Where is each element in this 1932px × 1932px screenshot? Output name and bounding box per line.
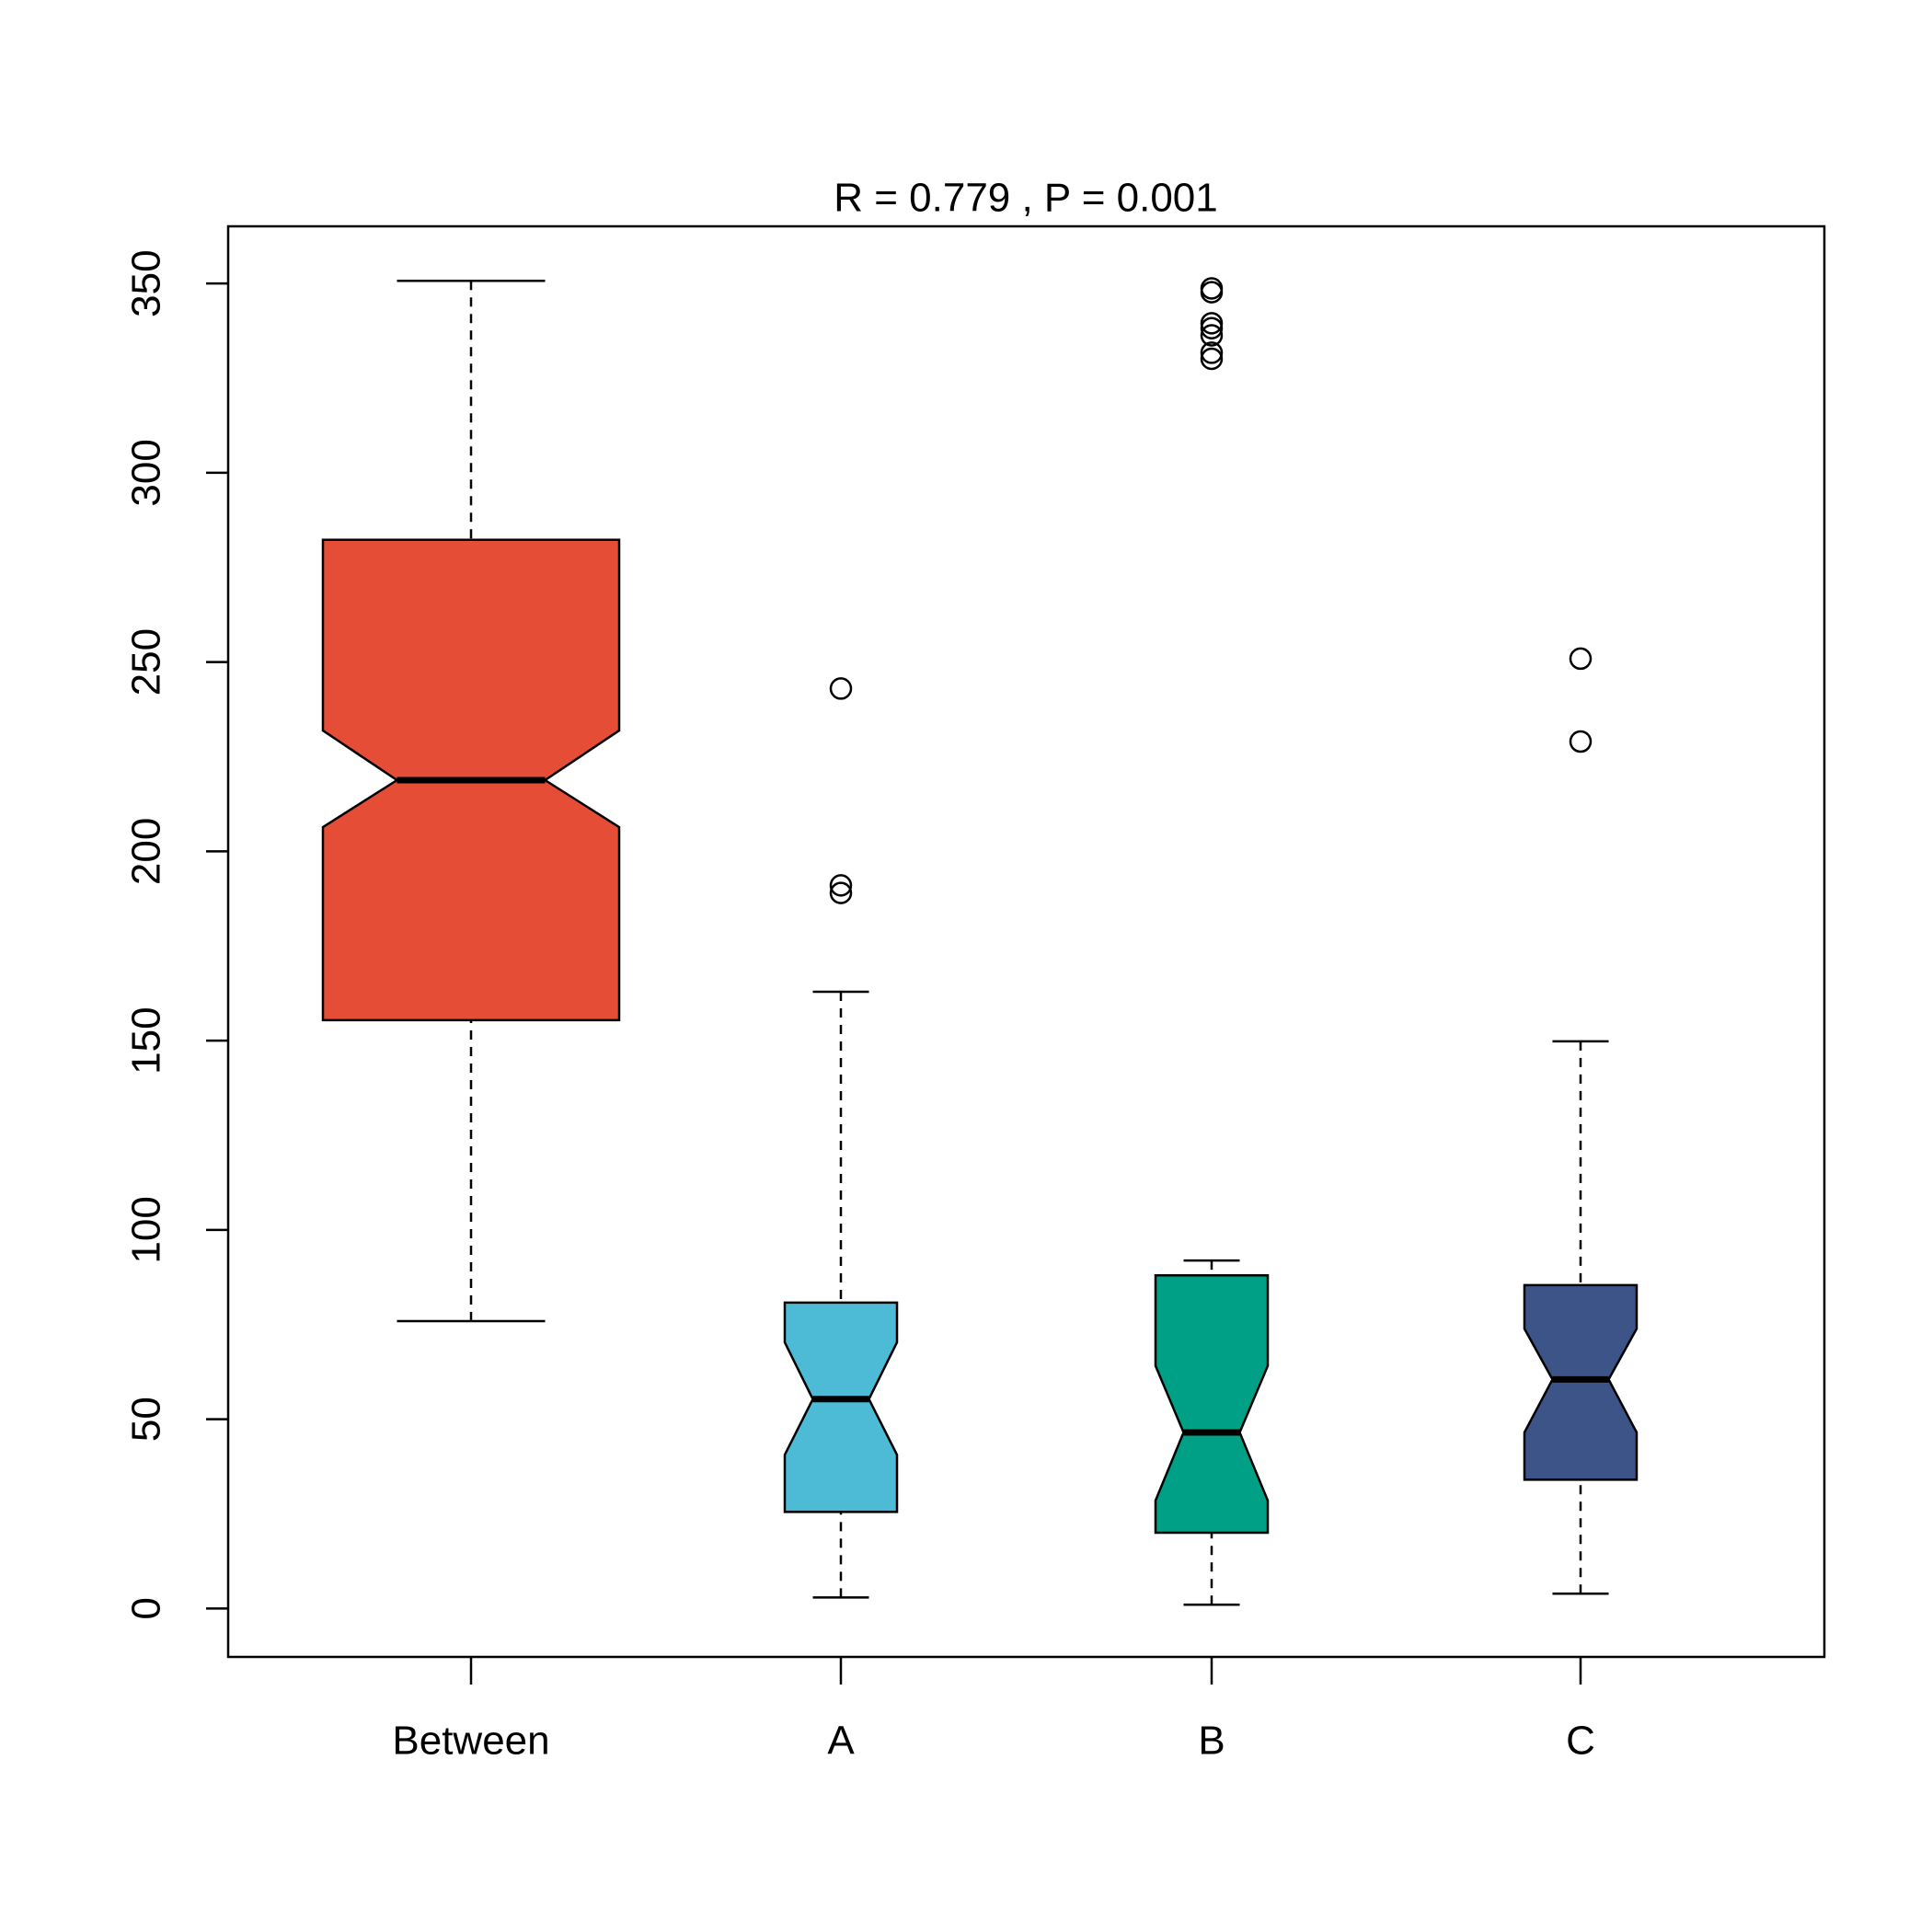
x-tick-label: A: [827, 1719, 855, 1764]
outlier: [1569, 647, 1593, 671]
box: [1154, 1273, 1270, 1535]
box: [783, 1301, 899, 1513]
outlier: [1200, 316, 1224, 339]
y-tick-label: 50: [124, 1397, 169, 1442]
outlier: [1200, 347, 1224, 371]
x-tick-label: C: [1566, 1719, 1595, 1764]
outlier: [1200, 341, 1224, 364]
y-tick-label: 0: [124, 1597, 169, 1619]
outlier: [829, 881, 853, 904]
y-tick-label: 350: [124, 249, 169, 316]
y-tick-label: 200: [124, 818, 169, 885]
outlier: [829, 874, 853, 897]
x-tick-label: B: [1198, 1719, 1225, 1764]
outlier: [1569, 730, 1593, 753]
chart-title: R = 0.779 , P = 0.001: [834, 176, 1218, 221]
y-tick-label: 150: [124, 1006, 169, 1074]
outlier: [829, 677, 853, 700]
x-tick-label: Between: [392, 1719, 549, 1764]
outlier: [1200, 281, 1224, 304]
plot-frame: [226, 224, 1826, 1659]
y-tick-label: 300: [124, 439, 169, 506]
y-tick-label: 100: [124, 1196, 169, 1263]
y-tick-label: 250: [124, 628, 169, 696]
outlier: [1200, 324, 1224, 347]
